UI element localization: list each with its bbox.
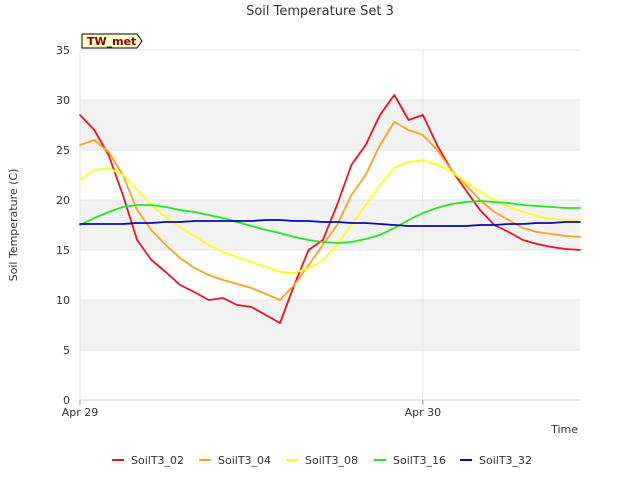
legend-entry: SoilT3_02 xyxy=(131,454,184,467)
legend: SoilT3_02 SoilT3_04 SoilT3_08 SoilT3_16 Soil… xyxy=(112,454,532,467)
x-axis-label: Time xyxy=(550,423,578,436)
y-tick-label: 20 xyxy=(56,194,70,207)
y-axis-label: Soil Temperature (C) xyxy=(7,169,20,282)
legend-entry: SoilT3_08 xyxy=(305,454,358,467)
gridlines xyxy=(79,49,580,401)
y-tick-label: 35 xyxy=(56,44,70,57)
legend-entry: SoilT3_16 xyxy=(393,454,446,467)
plot-band xyxy=(80,100,580,150)
y-tick-label: 25 xyxy=(56,144,70,157)
plot-band xyxy=(80,250,580,300)
plot-band xyxy=(80,300,580,350)
station-tag-box xyxy=(81,33,143,49)
y-tick-label: 5 xyxy=(63,344,70,357)
series-line-soilt3-04 xyxy=(79,121,581,301)
y-tick-label: 0 xyxy=(63,394,70,407)
x-tick-label: Apr 30 xyxy=(405,406,442,419)
x-axis-ticks: Apr 29 Apr 30 xyxy=(62,400,441,419)
legend-entry: SoilT3_04 xyxy=(218,454,271,467)
plot-band xyxy=(80,150,580,200)
series-line-soilt3-32 xyxy=(79,219,581,227)
y-axis-ticks: 0 5 10 15 20 25 30 35 xyxy=(56,44,70,407)
series-lines xyxy=(79,94,581,324)
plot-band xyxy=(80,50,580,100)
y-tick-label: 30 xyxy=(56,94,70,107)
y-tick-label: 15 xyxy=(56,244,70,257)
y-tick-label: 10 xyxy=(56,294,70,307)
series-line-soilt3-16 xyxy=(79,200,581,244)
plot-background-bands xyxy=(80,50,580,400)
station-tag: TW_met xyxy=(81,33,143,49)
plot-band xyxy=(80,350,580,400)
series-line-soilt3-08 xyxy=(79,159,581,274)
x-tick-label: Apr 29 xyxy=(62,406,99,419)
chart-title: Soil Temperature Set 3 xyxy=(246,4,394,19)
legend-entry: SoilT3_32 xyxy=(479,454,532,467)
station-tag-label: TW_met xyxy=(87,35,136,48)
